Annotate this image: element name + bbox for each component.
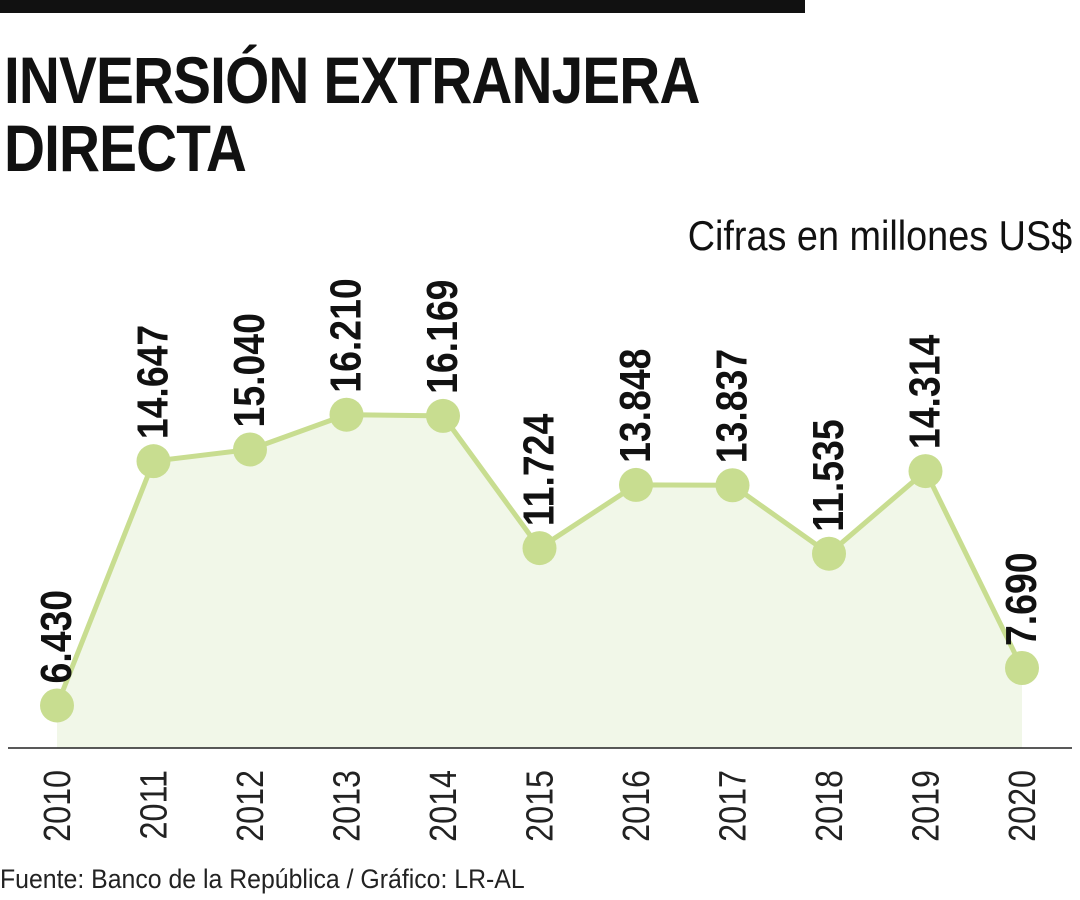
point [233, 432, 267, 467]
x-tick-label: 2019 [905, 770, 947, 842]
value-label: 11.535 [803, 419, 853, 531]
chart-title: INVERSIÓN EXTRANJERA DIRECTA [4, 43, 698, 185]
area [57, 414, 1022, 748]
x-tick-label: 2013 [326, 770, 368, 842]
point [1005, 651, 1039, 686]
x-tick-label: 2018 [809, 770, 851, 842]
chart-subtitle: Cifras en millones US$ [687, 212, 1072, 259]
x-tick-label: 2012 [230, 770, 272, 842]
top-rule [0, 0, 805, 13]
point [40, 688, 74, 723]
point [136, 444, 171, 479]
value-label: 6.430 [31, 590, 81, 684]
point [329, 397, 364, 432]
value-label: 13.837 [707, 349, 757, 463]
x-tick-label: 2017 [712, 770, 754, 842]
source-note: Fuente: Banco de la República / Gráfico:… [0, 864, 525, 894]
value-label: 16.210 [321, 278, 371, 392]
point [715, 468, 750, 503]
point [908, 454, 943, 489]
value-label: 14.314 [900, 334, 950, 449]
value-label: 13.848 [610, 349, 660, 463]
value-label: 16.169 [417, 280, 467, 394]
x-tick-label: 2011 [133, 770, 175, 839]
point [426, 398, 460, 433]
value-label: 7.690 [996, 552, 1046, 646]
x-tick-label: 2016 [616, 770, 658, 842]
x-tick-label: 2020 [1002, 770, 1044, 842]
point [619, 467, 653, 502]
x-tick-label: 2014 [423, 770, 465, 842]
point [522, 531, 557, 566]
x-tick-label: 2015 [519, 770, 561, 842]
point [812, 536, 846, 571]
chart: 6.430 2010 14.647 2011 15.040 2012 16.210 2013 1… [8, 278, 1072, 842]
value-label: 14.647 [128, 325, 178, 439]
x-tick-label: 2010 [37, 770, 79, 842]
value-label: 15.040 [224, 313, 274, 427]
value-label: 11.724 [514, 413, 564, 526]
